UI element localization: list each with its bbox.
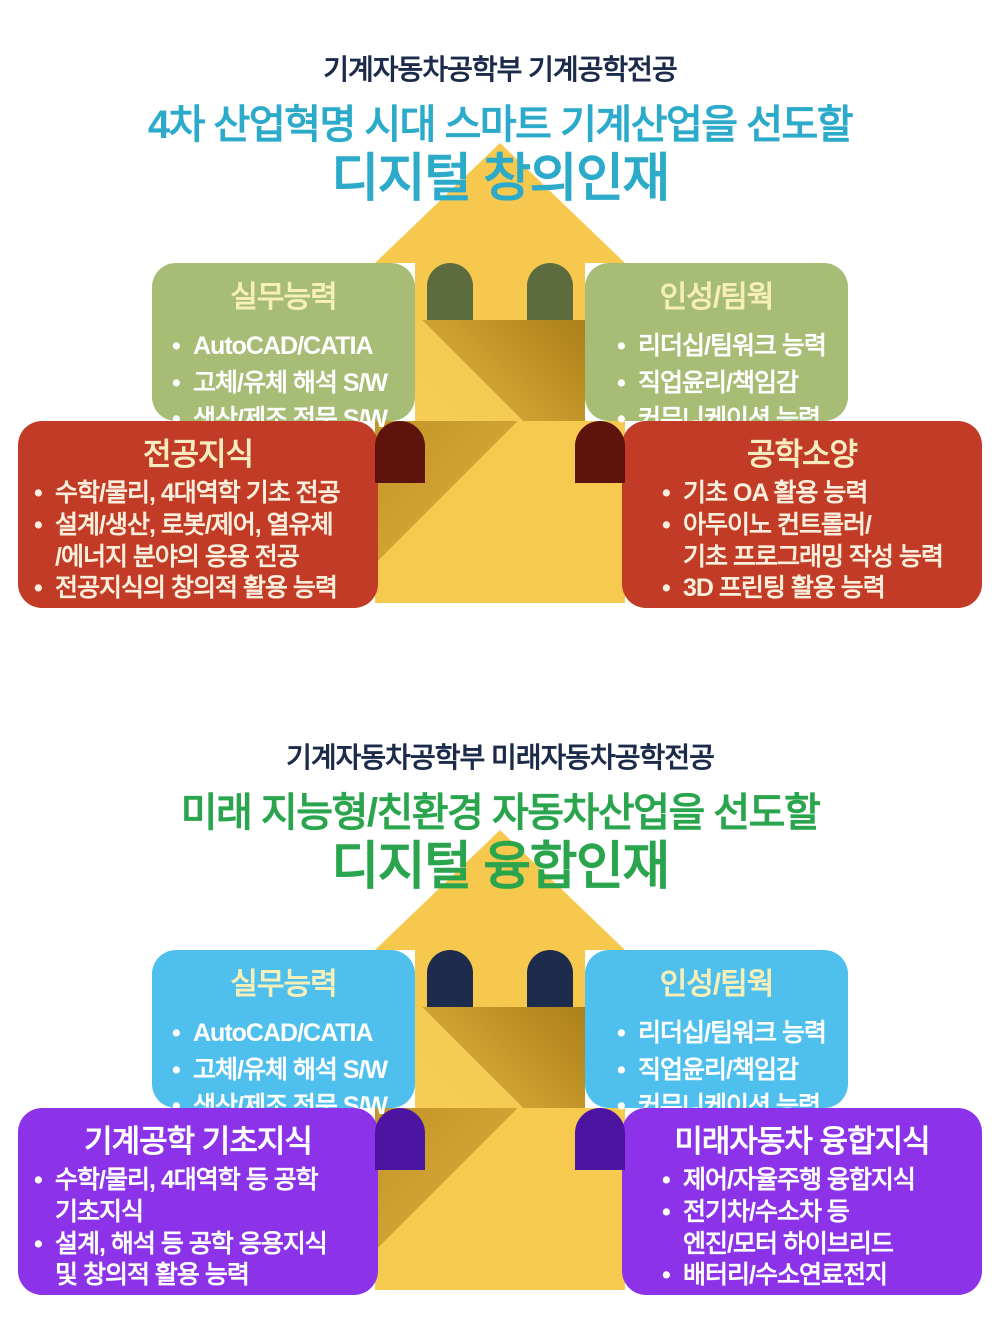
- bullet-item: 3D 프린팅 활용 능력: [658, 573, 982, 605]
- bullet-item: 수학/물리, 4대역학 기초 전공: [30, 478, 378, 510]
- bullet-item: 고체/유체 해석 S/W: [168, 1052, 415, 1089]
- bridge-arch-shape: [375, 1108, 425, 1170]
- bullet-item: 리더십/팀워크 능력: [613, 328, 848, 365]
- box-title: 실무능력: [230, 281, 337, 314]
- box-practical-skills: 실무능력 AutoCAD/CATIA 고체/유체 해석 S/W 생산/제조 전문…: [152, 950, 415, 1124]
- up-arrow-head-shape: [375, 830, 625, 950]
- bullet-item: 직업윤리/책임감: [613, 365, 848, 402]
- bullet-item: 기초 OA 활용 능력: [658, 478, 982, 510]
- arrow-shaft-middle: [415, 1007, 585, 1108]
- headline-line2: 디지털 융합인재: [331, 838, 670, 896]
- headline-line2: 디지털 창의인재: [331, 150, 670, 208]
- bullet-item: 전공지식의 창의적 활용 능력: [30, 573, 378, 605]
- box-character-teamwork: 인성/팀웍 리더십/팀워크 능력 직업윤리/책임감 커뮤니케이션 능력: [585, 950, 848, 1124]
- bullet-item: 전기차/수소차 등 엔진/모터 하이브리드: [658, 1197, 982, 1261]
- bullet-item: 고체/유체 해석 S/W: [168, 365, 415, 402]
- bullet-list: 수학/물리, 4대역학 기초 전공 설계/생산, 로봇/제어, 열유체 /에너지…: [18, 478, 378, 605]
- box-title: 공학소양: [746, 437, 858, 472]
- box-title: 미래자동차 융합지식: [674, 1124, 930, 1159]
- bullet-item: 리더십/팀워크 능력: [613, 1015, 848, 1052]
- box-title: 기계공학 기초지식: [84, 1124, 313, 1159]
- bullet-list: 기초 OA 활용 능력 아두이노 컨트롤러/ 기초 프로그래밍 작성 능력 3D…: [622, 478, 982, 605]
- bridge-arch-shape: [427, 263, 473, 320]
- box-title: 전공지식: [142, 437, 254, 472]
- bullet-item: 배터리/수소연료전지: [658, 1260, 982, 1292]
- box-mechanical-basic-knowledge: 기계공학 기초지식 수학/물리, 4대역학 등 공학 기초지식 설계, 해석 등…: [18, 1108, 378, 1295]
- section-mechanical-major: 기계자동차공학부 기계공학전공 4차 산업혁명 시대 스마트 기계산업을 선도할…: [0, 0, 1000, 666]
- bullet-item: 수학/물리, 4대역학 등 공학 기초지식: [30, 1165, 378, 1229]
- box-title: 인성/팀웍: [659, 281, 775, 314]
- bridge-arch-shape: [527, 950, 573, 1007]
- box-title: 실무능력: [230, 968, 337, 1001]
- department-title: 기계자동차공학부 기계공학전공: [323, 54, 677, 85]
- bridge-arch-shape: [527, 263, 573, 320]
- bullet-item: 제어/자율주행 융합지식: [658, 1165, 982, 1197]
- bullet-item: 아두이노 컨트롤러/ 기초 프로그래밍 작성 능력: [658, 510, 982, 574]
- bridge-arch-shape: [375, 421, 425, 483]
- bullet-item: 설계/생산, 로봇/제어, 열유체 /에너지 분야의 응용 전공: [30, 510, 378, 574]
- headline-line1: 미래 지능형/친환경 자동차산업을 선도할: [180, 791, 821, 835]
- bridge-arch-shape: [427, 950, 473, 1007]
- bridge-arch-shape: [575, 421, 625, 483]
- bullet-item: 설계, 해석 등 공학 응용지식 및 창의적 활용 능력: [30, 1229, 378, 1293]
- bridge-arch-shape: [575, 1108, 625, 1170]
- box-major-knowledge: 전공지식 수학/물리, 4대역학 기초 전공 설계/생산, 로봇/제어, 열유체…: [18, 421, 378, 608]
- box-character-teamwork: 인성/팀웍 리더십/팀워크 능력 직업윤리/책임감 커뮤니케이션 능력: [585, 263, 848, 437]
- box-future-auto-convergence-knowledge: 미래자동차 융합지식 제어/자율주행 융합지식 전기차/수소차 등 엔진/모터 …: [622, 1108, 982, 1295]
- bullet-item: AutoCAD/CATIA: [168, 1015, 415, 1052]
- bullet-item: 직업윤리/책임감: [613, 1052, 848, 1089]
- box-engineering-literacy: 공학소양 기초 OA 활용 능력 아두이노 컨트롤러/ 기초 프로그래밍 작성 …: [622, 421, 982, 608]
- up-arrow-head-shape: [375, 143, 625, 263]
- headline-line1: 4차 산업혁명 시대 스마트 기계산업을 선도할: [147, 103, 854, 147]
- bullet-item: AutoCAD/CATIA: [168, 328, 415, 365]
- box-title: 인성/팀웍: [659, 968, 775, 1001]
- box-practical-skills: 실무능력 AutoCAD/CATIA 고체/유체 해석 S/W 생산/제조 전문…: [152, 263, 415, 437]
- bullet-list: 제어/자율주행 융합지식 전기차/수소차 등 엔진/모터 하이브리드 배터리/수…: [622, 1165, 982, 1292]
- department-title: 기계자동차공학부 미래자동차공학전공: [286, 742, 715, 773]
- section-future-automotive-major: 기계자동차공학부 미래자동차공학전공 미래 지능형/친환경 자동차산업을 선도할…: [0, 666, 1000, 1333]
- arrow-shaft-middle: [415, 320, 585, 421]
- bullet-list: 수학/물리, 4대역학 등 공학 기초지식 설계, 해석 등 공학 응용지식 및…: [18, 1165, 378, 1292]
